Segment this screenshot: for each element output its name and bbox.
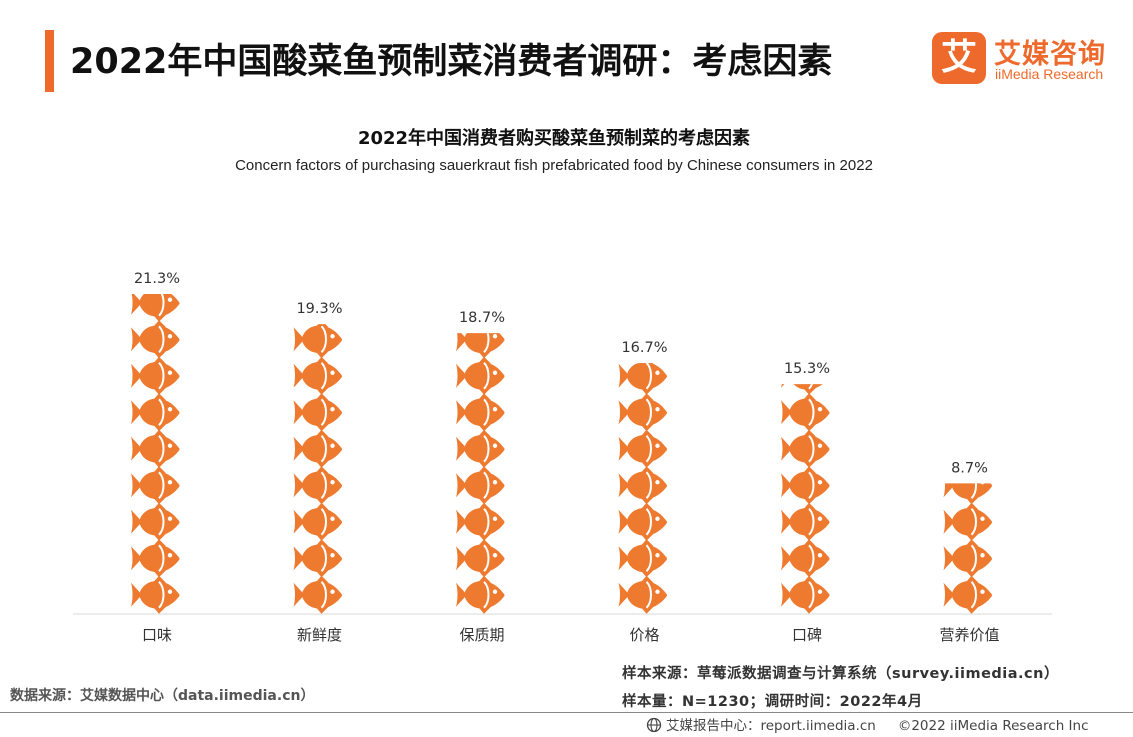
footer-divider	[0, 712, 1133, 713]
bar-新鲜度	[292, 324, 343, 614]
fish-icon	[130, 465, 181, 506]
chart-subtitle: Concern factors of purchasing sauerkraut…	[235, 157, 873, 174]
fish-icon	[292, 428, 343, 469]
fish-icon	[617, 501, 668, 542]
fish-icon	[292, 355, 343, 396]
bar-口碑	[780, 384, 831, 614]
category-label: 价格	[629, 626, 659, 644]
fish-icon	[780, 465, 831, 506]
fish-icon	[617, 574, 668, 614]
fish-icon	[130, 355, 181, 396]
fish-icon	[780, 428, 831, 469]
data-label: 19.3%	[296, 301, 342, 317]
category-label: 保质期	[459, 626, 504, 644]
brand-logo[interactable]: 艾 艾媒咨询 iiMedia Research	[932, 32, 1122, 88]
fish-icon	[617, 465, 668, 506]
fish-icon	[130, 392, 181, 433]
fish-icon	[292, 574, 343, 614]
bar-口味	[130, 294, 181, 614]
bar-营养价值	[942, 483, 993, 614]
fish-icon	[780, 538, 831, 579]
bar-价格	[617, 363, 668, 614]
logo-name-cn: 艾媒咨询	[994, 39, 1106, 70]
fish-icon	[942, 538, 993, 579]
fish-icon	[942, 501, 993, 542]
fish-icon	[130, 574, 181, 614]
fish-icon	[455, 428, 506, 469]
fish-icon	[292, 538, 343, 579]
footer-bottom: 艾媒报告中心：report.iimedia.cn ©2022 iiMedia Re…	[646, 714, 1089, 734]
fish-icon	[292, 324, 343, 360]
sample-source-note: 样本来源：草莓派数据调查与计算系统（survey.iimedia.cn）	[622, 666, 1059, 682]
data-label: 18.7%	[459, 310, 505, 326]
globe-icon	[646, 717, 662, 733]
fish-icon	[617, 538, 668, 579]
bar-保质期	[455, 333, 506, 614]
fish-icon	[780, 501, 831, 542]
data-label: 21.3%	[134, 271, 180, 287]
fish-icon	[130, 501, 181, 542]
data-source-note: 数据来源：艾媒数据中心（data.iimedia.cn）	[10, 688, 315, 704]
title-accent-bar	[45, 30, 54, 92]
chart-title: 2022年中国消费者购买酸菜鱼预制菜的考虑因素	[357, 128, 751, 149]
fish-icon	[617, 392, 668, 433]
fish-icon	[455, 574, 506, 614]
category-label: 新鲜度	[297, 626, 342, 644]
logo-mark-icon: 艾	[932, 32, 986, 84]
page-title: 2022年中国酸菜鱼预制菜消费者调研：考虑因素	[70, 42, 833, 82]
fish-icon	[942, 574, 993, 614]
fish-icon	[455, 501, 506, 542]
report-center-link[interactable]: 艾媒报告中心：report.iimedia.cn	[666, 718, 876, 734]
fish-icon	[780, 574, 831, 614]
copyright-text: ©2022 iiMedia Research Inc	[897, 718, 1089, 734]
data-label: 15.3%	[784, 361, 830, 377]
sample-size-note: 样本量：N=1230；调研时间：2022年4月	[622, 694, 923, 710]
fish-icon	[455, 538, 506, 579]
fish-icon	[455, 465, 506, 506]
fish-icon	[455, 392, 506, 433]
data-label: 8.7%	[951, 460, 988, 476]
fish-icon	[292, 392, 343, 433]
fish-icon	[130, 294, 181, 323]
data-label: 16.7%	[621, 340, 667, 356]
fish-icon	[780, 392, 831, 433]
category-label: 口碑	[792, 626, 822, 644]
fish-icon	[130, 538, 181, 579]
fish-icon	[617, 428, 668, 469]
category-label: 口味	[142, 626, 172, 644]
pictogram-bar-chart: 21.3% 口味 19.3% 新鲜度 18.7% 保质期 16.7% 价格 15.3% 口碑 8.7…	[73, 271, 1052, 644]
fish-icon	[292, 465, 343, 506]
fish-icon	[130, 428, 181, 469]
fish-icon	[455, 355, 506, 396]
logo-name-en: iiMedia Research	[995, 66, 1104, 82]
fish-icon	[617, 363, 668, 396]
fish-icon	[130, 319, 181, 360]
fish-icon	[292, 501, 343, 542]
category-label: 营养价值	[939, 626, 999, 644]
